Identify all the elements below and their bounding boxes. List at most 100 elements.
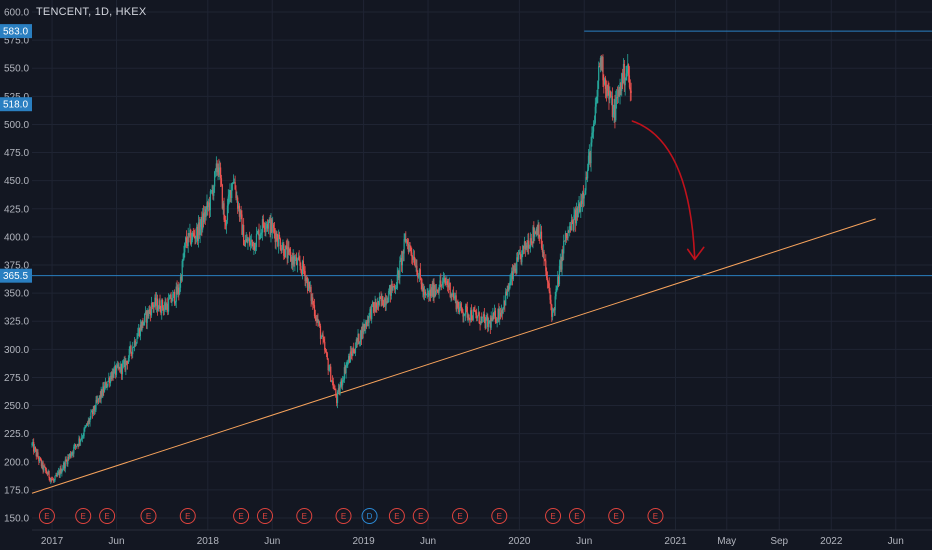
candle-body	[330, 366, 332, 382]
candle-body	[336, 391, 339, 404]
candle-body	[493, 313, 495, 316]
earnings-marker: E	[647, 508, 664, 524]
candle-body	[200, 217, 202, 228]
candle-body	[249, 238, 251, 246]
x-tick-label: 2018	[197, 536, 220, 547]
candle-body	[548, 283, 550, 292]
candle-body	[93, 405, 95, 411]
trendline-layer	[31, 218, 876, 494]
candle-body	[220, 178, 223, 185]
y-tick-label: 550.0	[4, 64, 29, 75]
candle-body	[465, 305, 468, 307]
candle-body	[388, 290, 390, 303]
candle-body	[80, 437, 83, 440]
candle-body	[528, 247, 531, 249]
candle-body	[260, 232, 263, 234]
candle-body	[619, 83, 621, 96]
candle-body	[536, 228, 538, 236]
candle-body	[283, 244, 285, 256]
candle-body	[194, 236, 196, 239]
candle-body	[57, 473, 59, 476]
event-circle	[99, 508, 116, 524]
candle-body	[563, 240, 565, 254]
candle-body	[57, 471, 60, 474]
candle-body	[81, 437, 83, 439]
candle-body	[214, 171, 216, 187]
earnings-marker: E	[335, 508, 352, 524]
candle-body	[365, 321, 368, 326]
candle-body	[156, 298, 159, 311]
x-tick-label: Jun	[108, 536, 124, 547]
y-tick-label: 425.0	[4, 204, 29, 215]
candle-body	[156, 298, 158, 306]
candle-body	[583, 195, 585, 199]
candle-body	[618, 89, 620, 96]
candle-body	[264, 228, 266, 230]
candle-body	[44, 466, 46, 468]
candle-body	[349, 351, 351, 363]
candle-body	[524, 241, 526, 250]
candle-body	[168, 298, 171, 300]
candle-body	[354, 352, 356, 353]
candle-body	[255, 233, 258, 248]
candle-body	[435, 290, 437, 292]
candle-body	[325, 351, 328, 354]
candle-body	[428, 292, 430, 296]
candle-body	[373, 306, 375, 312]
candle-body	[359, 330, 362, 343]
candle-body	[224, 219, 226, 222]
candle-body	[363, 324, 365, 333]
earnings-marker: E	[257, 508, 274, 524]
candle-body	[471, 319, 473, 321]
event-circle	[140, 508, 157, 524]
candle-body	[356, 339, 358, 342]
candle-body	[233, 182, 235, 183]
candle-body	[47, 470, 49, 475]
candle-body	[161, 299, 163, 314]
candle-body	[50, 478, 52, 482]
candle-body	[415, 265, 417, 267]
y-tick-label: 300.0	[4, 345, 29, 356]
candle-body	[212, 190, 214, 196]
candle-body	[136, 338, 138, 344]
candle-body	[523, 245, 525, 249]
candle-body	[360, 330, 363, 340]
candle-body	[546, 271, 548, 279]
candle-body	[364, 324, 366, 328]
candle-body	[263, 225, 265, 229]
candle-body	[449, 282, 451, 297]
candle-body	[261, 219, 264, 233]
candle-body	[418, 269, 421, 277]
candle-body	[115, 365, 118, 375]
candle-body	[77, 444, 79, 446]
candle-body	[463, 315, 465, 317]
candle-body	[341, 380, 343, 386]
candle-body	[535, 228, 538, 234]
support-trendline	[31, 218, 876, 494]
candle-body	[48, 470, 50, 478]
candle-body	[542, 251, 544, 253]
candle-body	[152, 305, 154, 308]
candle-body	[58, 471, 60, 476]
event-letter: E	[185, 512, 190, 521]
arrow-layer	[631, 120, 705, 261]
candle-body	[468, 314, 470, 319]
candle-body	[204, 212, 206, 217]
candle-body	[303, 269, 305, 271]
candle-body	[74, 444, 77, 447]
earnings-marker: E	[388, 508, 405, 524]
candle-body	[566, 237, 568, 239]
candle-body	[127, 357, 130, 364]
candle-body	[141, 320, 143, 330]
candle-body	[291, 257, 293, 266]
candle-body	[411, 252, 413, 257]
candle-body	[308, 281, 310, 289]
candle-body	[91, 410, 93, 413]
candle-body	[78, 438, 80, 446]
candle-body	[515, 268, 517, 274]
candle-body	[464, 305, 467, 315]
candle-body	[106, 385, 108, 388]
candle-body	[220, 167, 222, 179]
candle-body	[267, 221, 270, 229]
